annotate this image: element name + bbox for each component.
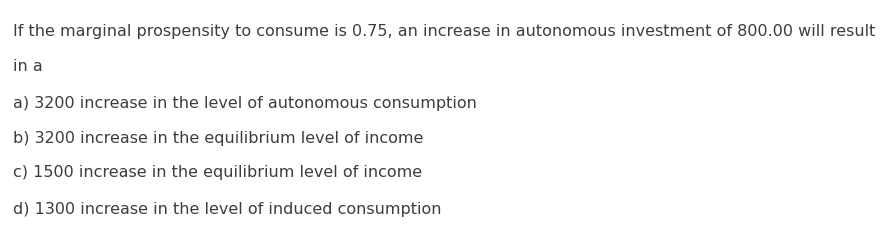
Text: d) 1300 increase in the level of induced consumption: d) 1300 increase in the level of induced… xyxy=(13,202,441,217)
Text: If the marginal prospensity to consume is 0.75, an increase in autonomous invest: If the marginal prospensity to consume i… xyxy=(13,24,876,39)
Text: c) 1500 increase in the equilibrium level of income: c) 1500 increase in the equilibrium leve… xyxy=(13,165,422,180)
Text: a) 3200 increase in the level of autonomous consumption: a) 3200 increase in the level of autonom… xyxy=(13,96,478,111)
Text: in a: in a xyxy=(13,59,43,74)
Text: b) 3200 increase in the equilibrium level of income: b) 3200 increase in the equilibrium leve… xyxy=(13,131,424,146)
